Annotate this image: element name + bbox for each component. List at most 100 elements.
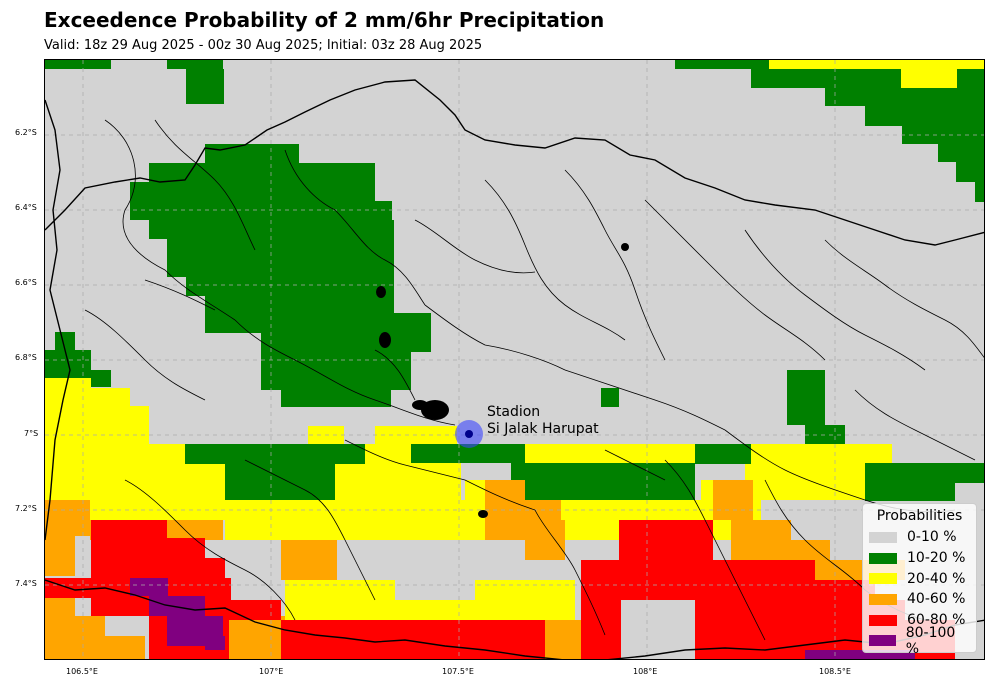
y-tick-label: 6.4°S: [15, 203, 37, 212]
legend-item: 40-60 %: [869, 589, 970, 610]
probability-cell: [130, 201, 392, 220]
probability-cell: [167, 520, 223, 540]
probability-map: [44, 59, 985, 660]
legend-item: 20-40 %: [869, 568, 970, 589]
probability-cell: [411, 444, 525, 463]
legend-item: 80-100 %: [869, 625, 970, 657]
probability-cell: [105, 636, 145, 659]
probability-cell: [45, 500, 90, 536]
probability-cell: [865, 463, 955, 501]
x-tick-label: 108°E: [633, 667, 658, 676]
legend-swatch: [869, 614, 897, 626]
probability-cell: [130, 406, 149, 444]
probability-cell: [45, 60, 111, 69]
station-label-line2: Si Jalak Harupat: [487, 421, 599, 437]
y-tick-label: 7°S: [24, 429, 39, 438]
probability-cell: [755, 560, 815, 580]
probability-cell: [525, 444, 657, 464]
probability-cell: [45, 444, 186, 500]
legend-swatch: [869, 531, 897, 543]
probability-cell: [149, 163, 375, 182]
legend-label: 20-40 %: [907, 570, 966, 587]
probability-cell: [205, 636, 225, 650]
x-tick-label: 107°E: [259, 667, 284, 676]
probability-cell: [862, 444, 892, 464]
map-canvas: [45, 60, 984, 659]
probability-cell: [956, 162, 984, 182]
legend-label: 60-80 %: [907, 612, 966, 629]
legend-swatch: [869, 635, 896, 647]
legend-label: 40-60 %: [907, 591, 966, 608]
probability-cell: [805, 650, 915, 659]
probability-cell: [205, 295, 394, 313]
legend-label: 10-20 %: [907, 550, 966, 567]
probability-cell: [281, 540, 337, 580]
probability-cell: [938, 144, 984, 162]
probability-cell: [787, 370, 825, 425]
probability-cell: [225, 600, 281, 620]
probability-cell: [225, 616, 285, 659]
probability-cell: [285, 580, 395, 620]
probability-cell: [601, 388, 619, 407]
probability-cell: [45, 598, 75, 659]
legend: Probabilities 0-10 % 10-20 % 20-40 % 40-…: [862, 503, 977, 657]
probability-cell: [91, 370, 111, 387]
probability-cell: [186, 276, 394, 296]
probability-cell: [185, 558, 225, 588]
x-tick-label: 108.5°E: [819, 667, 851, 676]
probability-cell: [975, 182, 984, 202]
probability-cell: [225, 500, 465, 540]
y-tick-label: 6.2°S: [15, 128, 37, 137]
probability-cell: [167, 239, 394, 258]
legend-item: 10-20 %: [869, 548, 970, 569]
probability-cell: [901, 69, 957, 88]
probability-cell: [75, 616, 105, 659]
province-boundaries: [45, 79, 984, 659]
probability-cell: [45, 378, 91, 388]
probability-cell: [130, 182, 375, 201]
probability-cell: [167, 60, 223, 69]
station-label: Stadion Si Jalak Harupat: [487, 404, 599, 438]
probability-cell: [425, 620, 545, 659]
probability-cell: [205, 313, 431, 333]
probability-cell: [713, 480, 753, 520]
probability-cell: [581, 560, 621, 659]
probability-cell: [281, 390, 391, 407]
y-tick-label: 6.6°S: [15, 278, 37, 287]
probability-cell: [205, 144, 299, 163]
chart-subtitle: Valid: 18z 29 Aug 2025 - 00z 30 Aug 2025…: [44, 38, 483, 53]
probability-cell: [545, 620, 581, 659]
legend-label: 0-10 %: [907, 529, 957, 546]
probability-cell: [261, 333, 431, 352]
y-tick-label: 6.8°S: [15, 353, 37, 362]
chart-title: Exceedence Probability of 2 mm/6hr Preci…: [44, 8, 605, 32]
probability-cell: [130, 578, 168, 596]
probability-cell: [657, 463, 695, 501]
y-tick-label: 7.4°S: [15, 579, 37, 588]
probability-cell: [745, 580, 875, 659]
probability-cell: [745, 444, 865, 500]
probability-cell: [769, 60, 984, 69]
probability-cell: [475, 580, 575, 620]
legend-title: Probabilities: [876, 508, 963, 524]
probability-cell: [45, 388, 130, 444]
probability-cell: [186, 69, 224, 104]
probability-cell: [261, 372, 411, 390]
x-tick-label: 106.5°E: [66, 667, 98, 676]
probability-cell: [945, 463, 984, 483]
probability-cell: [45, 536, 75, 576]
probability-cell: [511, 463, 657, 501]
legend-swatch: [869, 593, 897, 605]
probability-cell: [635, 540, 695, 580]
probability-cell: [261, 352, 411, 372]
probability-cell: [225, 444, 335, 500]
legend-label: 80-100 %: [905, 624, 956, 657]
legend-swatch: [869, 573, 897, 585]
legend-item: 60-80 %: [869, 610, 970, 631]
probability-grid: [45, 60, 984, 659]
probability-cell: [55, 332, 75, 350]
station-label-line1: Stadion: [487, 404, 541, 420]
station-dot: [465, 430, 473, 438]
probability-cell: [149, 220, 394, 239]
x-tick-label: 107.5°E: [442, 667, 474, 676]
